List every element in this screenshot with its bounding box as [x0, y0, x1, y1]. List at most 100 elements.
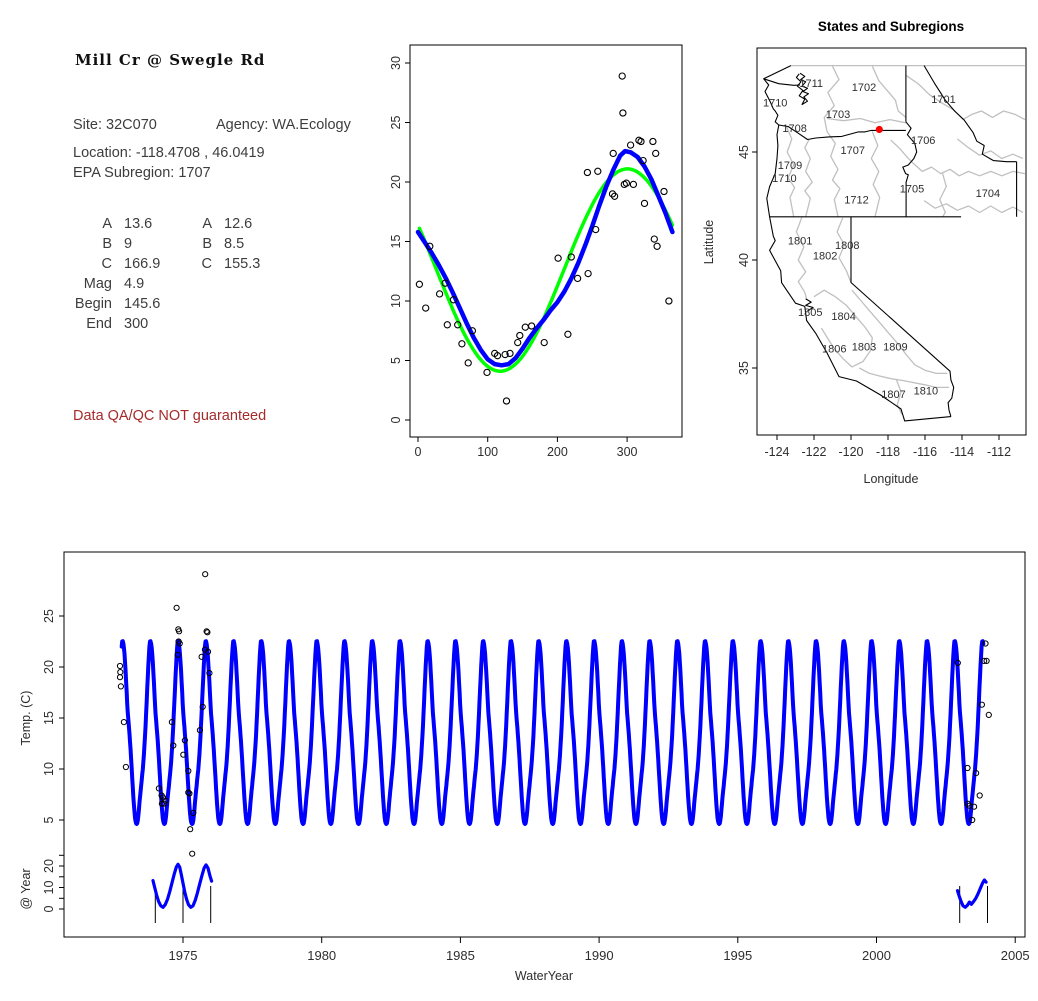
y-tick-label: 30 — [389, 56, 403, 70]
param-value: 4.9 — [124, 276, 145, 292]
site-marker-dot — [875, 125, 883, 134]
param-label: End — [86, 316, 112, 332]
observation-point — [468, 327, 477, 335]
state-boundary — [763, 78, 801, 86]
temp-tick-label: 10 — [42, 762, 56, 776]
observation-point — [964, 764, 971, 772]
observation-point — [969, 816, 976, 824]
timeseries-series — [116, 571, 992, 923]
state-boundary — [778, 124, 906, 141]
param-value: 300 — [124, 316, 149, 332]
inset-observed-trace — [955, 878, 988, 909]
fit-parameter-table-green: A 12.6 B 8.5 C 155.3 — [168, 216, 304, 272]
year-tick-label: 1980 — [307, 948, 336, 963]
fit-parameter-table-blue: A 13.6 B 9 C 166.9 Mag 4.9 Begin 145.6 End 300 — [62, 216, 204, 332]
observation-point — [483, 368, 491, 377]
observation-point — [619, 109, 627, 117]
observation-point — [441, 279, 449, 287]
observation-point — [584, 269, 592, 278]
observation-point — [201, 646, 208, 653]
subregion-boundary — [826, 131, 841, 217]
subregion-code-label: 1703 — [826, 109, 850, 121]
observation-point — [564, 330, 572, 338]
map-frame — [756, 47, 1027, 436]
subregion-code-label: 1710 — [772, 173, 796, 185]
observation-point — [639, 156, 647, 165]
observation-point — [415, 280, 424, 288]
y-tick-label: 5 — [389, 357, 403, 364]
observation-point — [583, 168, 592, 177]
subregion-code-label: 1707 — [841, 145, 865, 157]
observation-point — [206, 670, 213, 677]
param-label: Mag — [83, 276, 112, 292]
observation-point — [527, 322, 536, 330]
observation-point — [954, 659, 961, 667]
latitude-tick-label: 45 — [737, 145, 751, 159]
observation-point — [181, 737, 188, 744]
observation-point — [189, 850, 196, 857]
seasonal-axes: 0 100 200 300 0 5 10 15 20 25 30 — [389, 56, 638, 459]
subregion-boundary — [804, 138, 813, 217]
subregion-code-label: 1803 — [852, 341, 876, 353]
fitted-seasonal-curve — [119, 639, 986, 826]
subregion-boundary — [813, 289, 873, 368]
observation-point — [978, 701, 986, 708]
param-label: B — [102, 236, 112, 252]
subregion-code-label: 1711 — [799, 78, 823, 90]
observation-point — [594, 167, 602, 175]
observation-point — [626, 141, 635, 149]
observation-point — [976, 792, 983, 799]
observation-point — [122, 763, 130, 771]
latitude-tick-label: 35 — [737, 361, 751, 375]
observation-point — [506, 349, 514, 358]
observation-point — [640, 199, 649, 208]
observation-point — [449, 296, 458, 304]
site-id: Site: 32C070 — [73, 117, 157, 133]
observation-point — [514, 338, 522, 347]
observation-point — [176, 640, 183, 647]
longitude-tick-label: -124 — [764, 445, 789, 459]
observation-point — [660, 187, 668, 196]
y-tick-label: 15 — [389, 235, 403, 249]
subregion-boundary — [895, 378, 903, 415]
seasonal-fit-chart: 0 100 200 300 0 5 10 15 20 25 30 — [389, 44, 683, 459]
location-coordinates: Location: -118.4708 , 46.0419 — [73, 145, 265, 161]
observation-point — [117, 683, 125, 690]
y-tick-label: 0 — [389, 416, 403, 423]
subregion-boundary — [905, 74, 1026, 121]
param-label: Begin — [74, 296, 112, 312]
param-label: A — [202, 216, 212, 232]
observation-point — [516, 331, 524, 340]
param-label: C — [101, 256, 112, 272]
param-label: B — [202, 236, 212, 252]
x-tick-label: 200 — [547, 445, 568, 459]
observation-point — [454, 321, 462, 329]
x-tick-label: 100 — [477, 445, 498, 459]
seasonal-series — [415, 72, 675, 405]
observation-point — [502, 397, 511, 405]
observation-point — [117, 669, 124, 676]
observation-point — [464, 359, 472, 367]
observation-point — [190, 809, 197, 816]
subregion-boundary — [939, 173, 947, 218]
subregion-code-label: 1804 — [831, 311, 855, 323]
longitude-tick-label: -112 — [987, 445, 1011, 459]
observation-point — [173, 604, 180, 611]
observation-point — [422, 304, 430, 312]
subregion-code-label: 1705 — [900, 184, 924, 196]
param-value: 166.9 — [124, 256, 161, 272]
observation-point — [168, 719, 175, 726]
map-title: States and Subregions — [818, 19, 964, 34]
subregion-boundary — [956, 138, 1024, 160]
subregion-boundary — [851, 289, 948, 375]
subregion-code-label: 1712 — [844, 195, 868, 207]
observation-point — [426, 242, 434, 250]
subregion-code-label: 1709 — [778, 160, 802, 172]
state-boundary — [795, 72, 810, 106]
subregion-code-label: 1808 — [835, 240, 859, 252]
subregion-code-label: 1802 — [813, 251, 837, 263]
inset-tick-label: 0 — [42, 905, 56, 912]
subregion-code-label: 1701 — [931, 94, 955, 106]
observation-point — [204, 629, 211, 636]
